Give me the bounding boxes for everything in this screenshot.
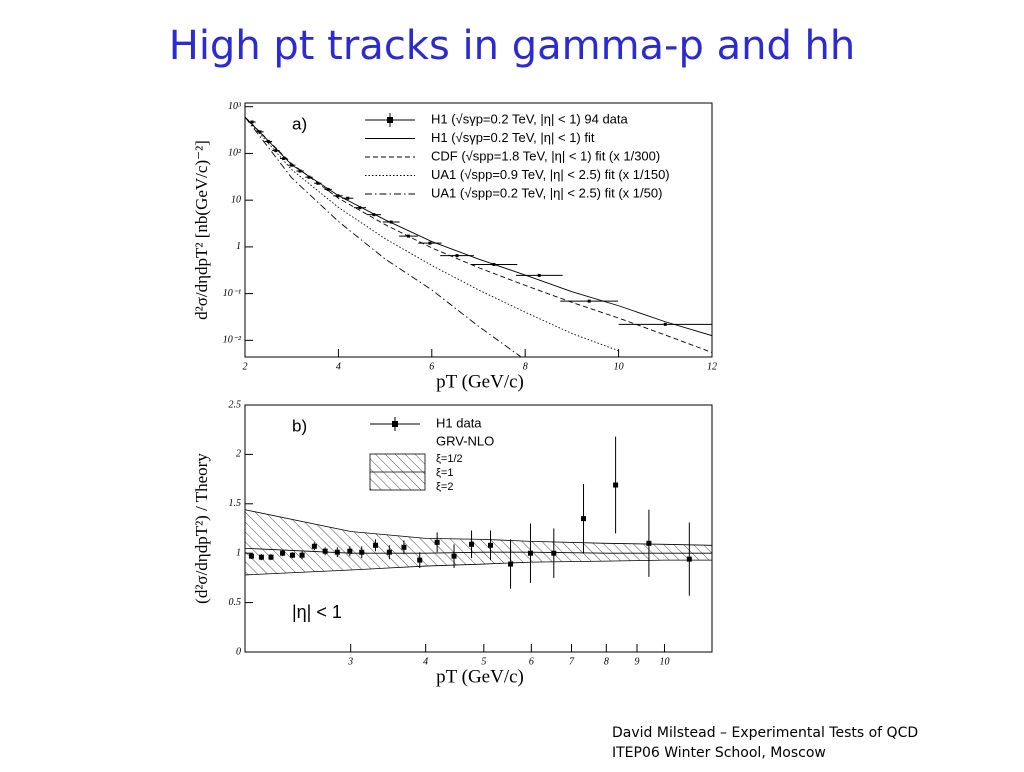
theory-central xyxy=(245,547,712,554)
x-tick-label: 10 xyxy=(659,656,669,667)
x-tick-label: 4 xyxy=(336,361,341,372)
y-tick-label: 10⁻¹ xyxy=(223,288,241,299)
data-point xyxy=(250,120,254,124)
plot-area xyxy=(245,436,712,596)
plot-area xyxy=(245,116,712,357)
y-tick-label: 1 xyxy=(236,241,241,252)
x-tick-label: 6 xyxy=(429,361,434,372)
legend-label: H1 (√sγp=0.2 TeV, |η| < 1) 94 data xyxy=(431,111,629,126)
data-point xyxy=(307,175,311,179)
legend-label: UA1 (√spp=0.9 TeV, |η| < 2.5) fit (x 1/1… xyxy=(431,167,670,182)
legend-marker xyxy=(392,421,398,427)
legend-label: H1 data xyxy=(436,415,482,430)
data-point xyxy=(587,299,591,303)
data-point xyxy=(389,220,393,224)
annotation: |η| < 1 xyxy=(292,602,342,622)
y-tick-label: 1 xyxy=(236,547,241,558)
x-tick-label: 10 xyxy=(614,361,624,372)
data-point xyxy=(298,169,302,173)
y-tick-label: 0 xyxy=(236,646,241,657)
x-tick-label: 7 xyxy=(569,656,575,667)
data-point xyxy=(346,196,350,200)
y-tick-label: 10³ xyxy=(228,101,242,112)
legend-marker xyxy=(387,117,393,123)
y-axis-label: d²σ/dηdpT² [nb(GeV/c)⁻²] xyxy=(192,140,211,320)
legend-label: H1 (√sγp=0.2 TeV, |η| < 1) fit xyxy=(431,130,595,145)
data-point xyxy=(508,561,514,567)
y-tick-label: 0.5 xyxy=(229,597,242,608)
data-point xyxy=(372,213,376,217)
legend-sublabel: ξ=1 xyxy=(436,467,453,479)
y-axis-label: (d²σ/dηdpT²) / Theory xyxy=(192,453,211,604)
x-tick-label: 9 xyxy=(635,656,640,667)
y-tick-label: 2.5 xyxy=(229,399,242,410)
y-tick-label: 2 xyxy=(236,449,241,460)
data-point xyxy=(646,540,652,546)
theory-band xyxy=(245,509,712,576)
data-point xyxy=(581,516,587,522)
x-tick-label: 8 xyxy=(604,656,609,667)
panel-label: b) xyxy=(292,416,307,435)
x-tick-label: 8 xyxy=(523,361,528,372)
x-axis-label: pT (GeV/c) xyxy=(436,666,524,687)
footer-line: ITEP06 Winter School, Moscow xyxy=(612,745,826,761)
data-point xyxy=(428,241,432,245)
legend-sublabel: ξ=2 xyxy=(436,481,453,493)
y-tick-label: 10² xyxy=(228,148,242,159)
fit-curve xyxy=(245,116,712,337)
data-point xyxy=(455,254,459,258)
y-tick-label: 1.5 xyxy=(229,498,242,509)
data-point xyxy=(282,156,286,160)
fit-curve xyxy=(245,116,619,352)
x-tick-label: 5 xyxy=(481,656,486,667)
data-point xyxy=(274,149,278,153)
legend-label: GRV-NLO xyxy=(436,433,494,448)
data-point xyxy=(613,482,619,488)
x-tick-label: 12 xyxy=(707,361,717,372)
y-tick-label: 10 xyxy=(231,194,241,205)
data-point xyxy=(537,273,541,277)
slide-title: High pt tracks in gamma-p and hh xyxy=(169,23,856,69)
legend-label: UA1 (√spp=0.2 TeV, |η| < 2.5) fit (x 1/5… xyxy=(431,185,662,200)
data-point xyxy=(663,322,667,326)
plot-frame xyxy=(244,102,713,358)
panel-label: a) xyxy=(292,114,307,133)
data-point xyxy=(358,206,362,210)
y-tick-label: 10⁻² xyxy=(223,335,242,346)
x-axis-label: pT (GeV/c) xyxy=(436,371,524,392)
fit-curve xyxy=(245,116,712,353)
footer-line: David Milstead – Experimental Tests of Q… xyxy=(612,725,918,741)
legend-label: CDF (√spp=1.8 TeV, |η| < 1) fit (x 1/300… xyxy=(431,148,660,163)
legend-sublabel: ξ=1/2 xyxy=(436,453,463,465)
x-tick-label: 6 xyxy=(529,656,534,667)
x-tick-label: 3 xyxy=(347,656,353,667)
x-tick-label: 4 xyxy=(423,656,428,667)
x-tick-label: 2 xyxy=(243,361,248,372)
fit-curve xyxy=(245,116,521,357)
